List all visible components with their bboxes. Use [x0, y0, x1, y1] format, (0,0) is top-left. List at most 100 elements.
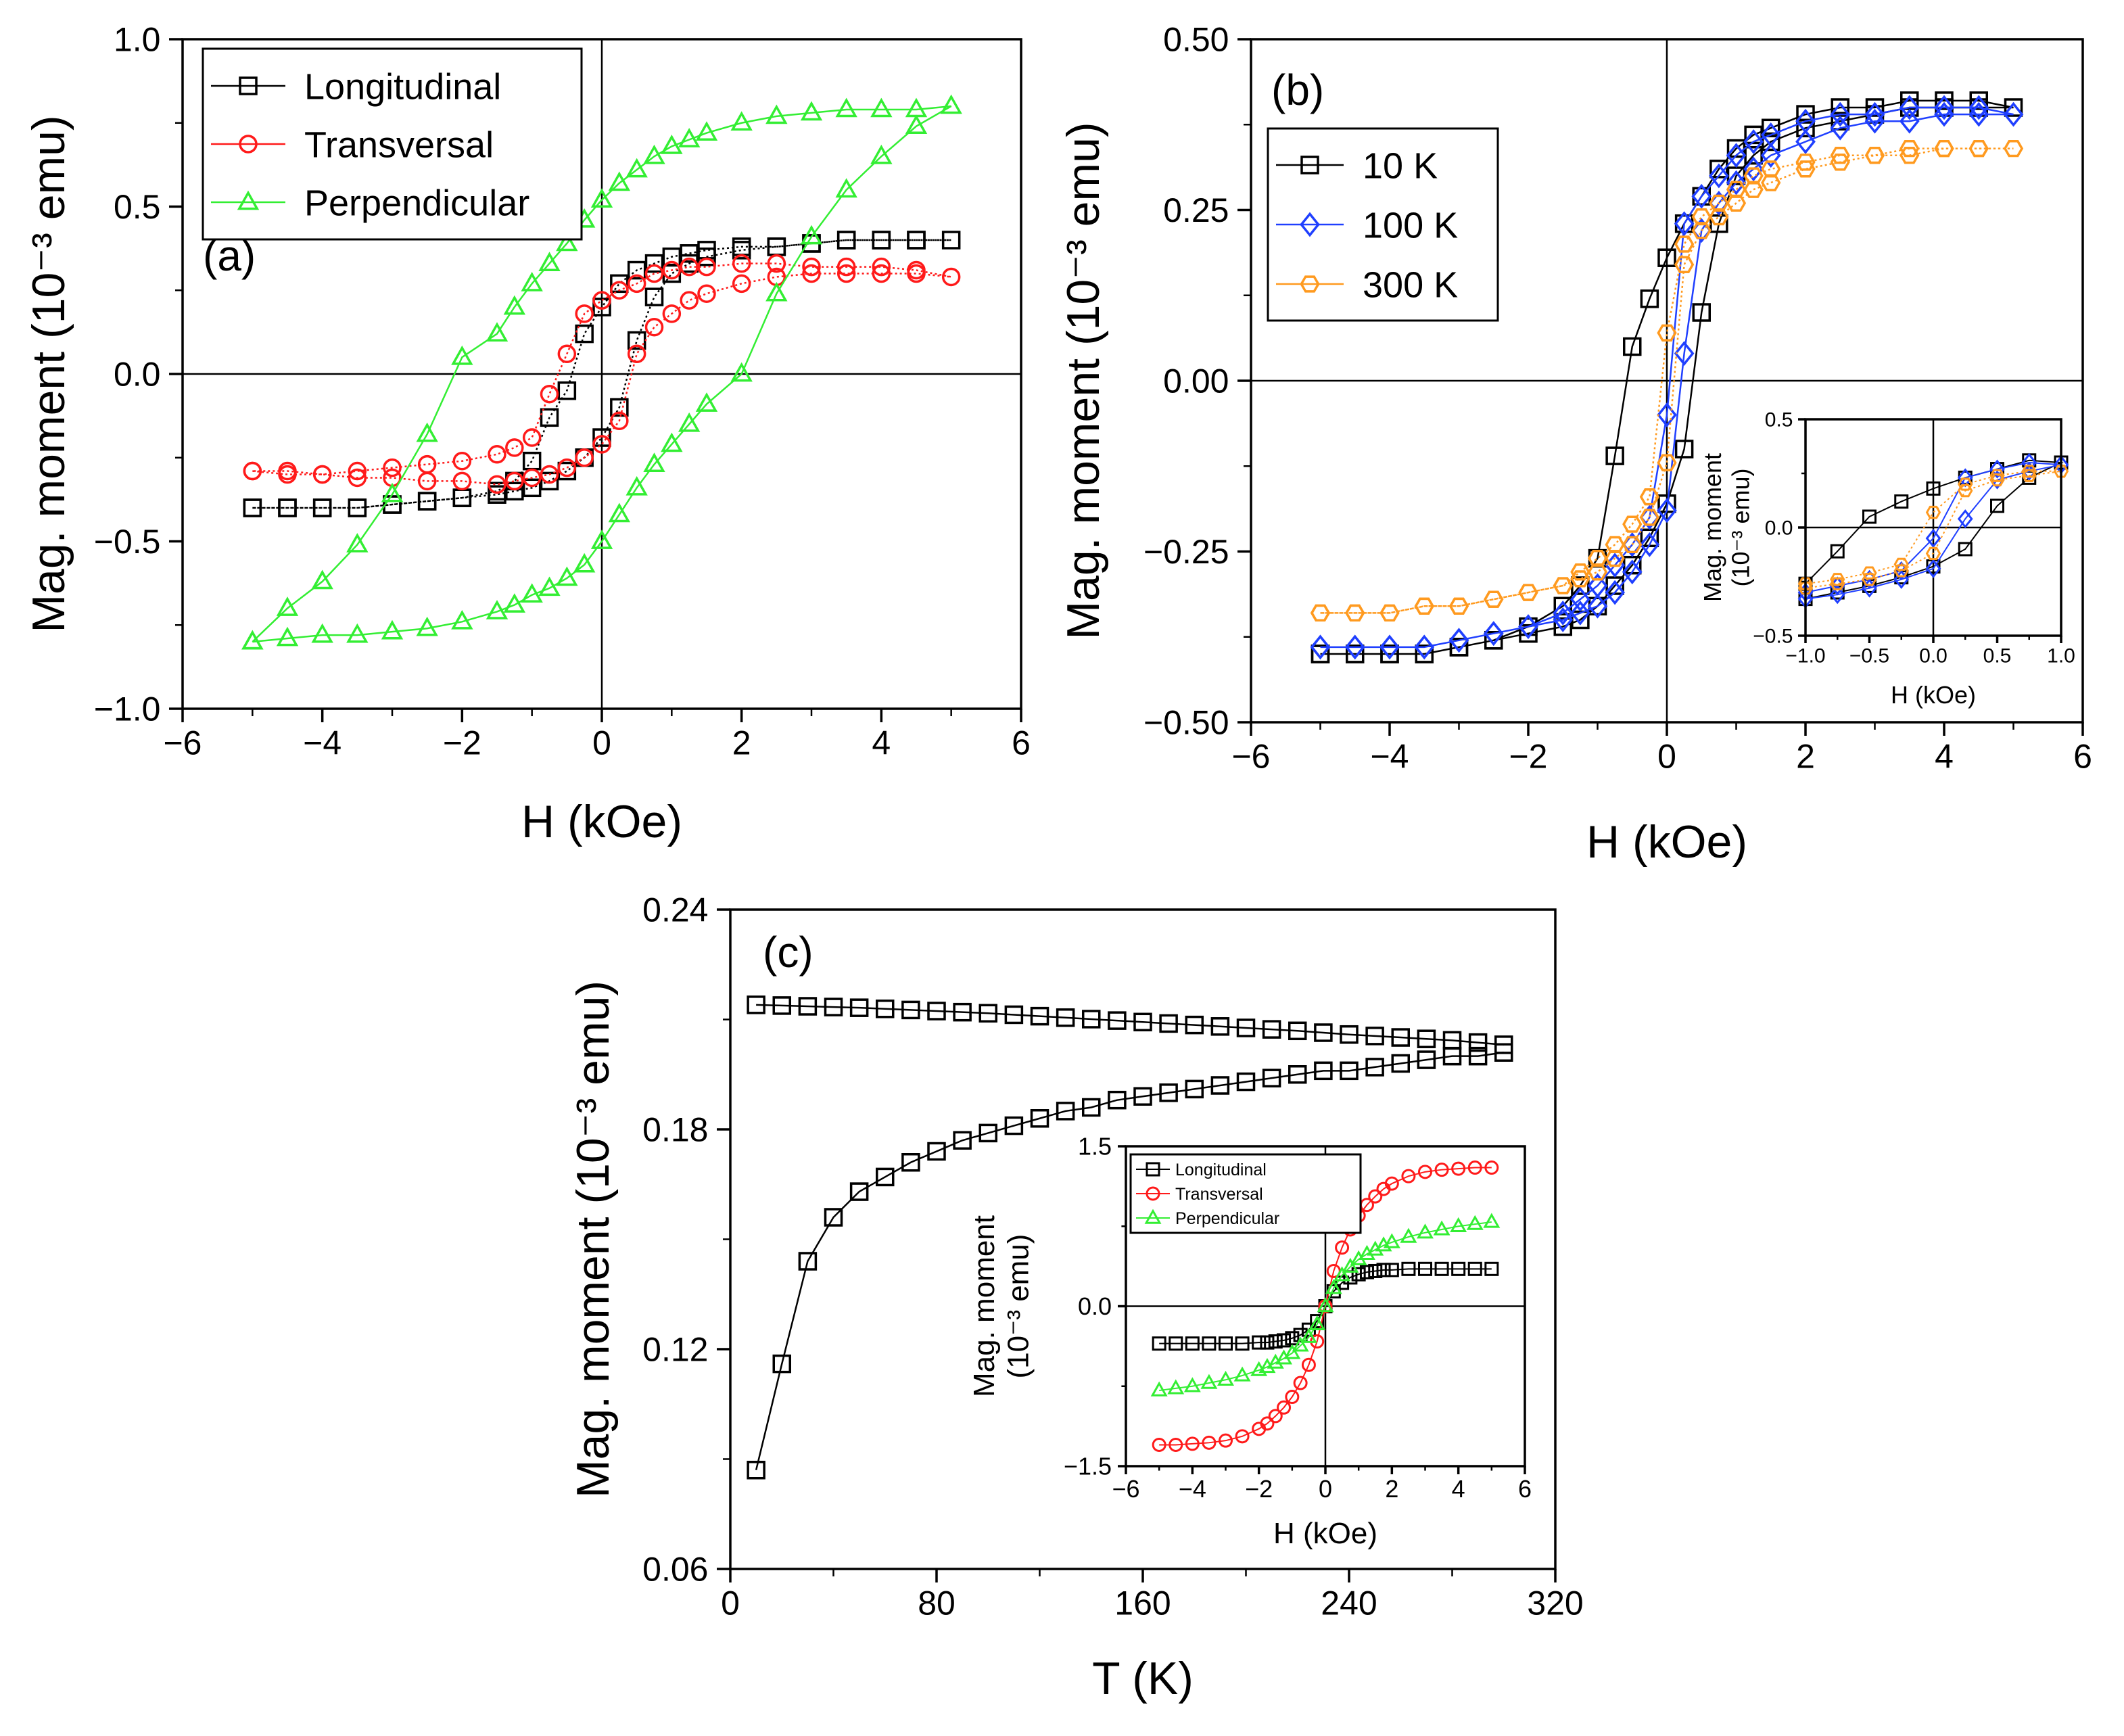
data-point — [1340, 1025, 1359, 1044]
data-point — [1483, 621, 1504, 647]
x-axis-label: H (kOe) — [1586, 816, 1747, 868]
data-point — [1236, 1018, 1256, 1037]
legend-marker — [1146, 1186, 1160, 1201]
data-point — [644, 264, 664, 283]
data-point — [1640, 289, 1659, 308]
data-point — [1368, 1189, 1383, 1204]
data-point — [849, 1182, 869, 1201]
series-transversal — [243, 254, 961, 494]
data-point — [1925, 505, 1941, 519]
data-point — [1587, 573, 1608, 599]
data-point — [1108, 1090, 1127, 1110]
data-point — [2053, 465, 2069, 478]
data-point — [1260, 1335, 1275, 1350]
data-point — [824, 1208, 843, 1227]
x-tick-label: 320 — [1527, 1585, 1583, 1622]
data-point — [1450, 1217, 1467, 1232]
legend-item: 10 K — [1276, 145, 1438, 186]
data-point — [661, 432, 683, 452]
data-point — [695, 392, 718, 412]
data-point — [1639, 509, 1659, 526]
data-point — [1293, 1376, 1308, 1390]
data-point — [521, 271, 543, 291]
data-point — [730, 111, 753, 131]
data-point — [1674, 235, 1695, 253]
data-point — [1418, 1165, 1432, 1179]
data-point — [503, 295, 526, 315]
legend-label: 100 K — [1363, 205, 1458, 245]
data-point — [1958, 477, 1973, 491]
y-tick-label: 0.24 — [642, 891, 708, 929]
data-point — [1893, 557, 1909, 571]
data-point — [1657, 402, 1677, 427]
data-point — [1862, 566, 1877, 580]
data-point — [451, 609, 473, 630]
series-perpendicular — [241, 94, 962, 650]
x-tick-label: −6 — [163, 724, 202, 762]
data-point — [503, 593, 526, 613]
data-point — [1325, 1279, 1342, 1294]
data-point — [1346, 644, 1365, 663]
data-point — [627, 344, 646, 364]
data-point — [644, 287, 664, 306]
data-point — [1433, 1220, 1450, 1236]
data-point — [1391, 1028, 1410, 1047]
data-point — [1726, 170, 1747, 195]
data-point — [522, 478, 542, 498]
data-point — [1300, 1328, 1317, 1343]
legend-item: Perpendicular — [1136, 1209, 1279, 1228]
data-point — [1518, 614, 1538, 639]
data-point — [505, 482, 524, 500]
data-point — [927, 1142, 946, 1161]
x-tick-label: 0.0 — [1919, 645, 1948, 667]
data-point — [1415, 644, 1434, 663]
data-point — [1159, 1014, 1178, 1033]
data-point — [538, 576, 561, 596]
data-point — [2021, 469, 2037, 482]
legend: Longitudinal Transversal Perpendicular — [1129, 1153, 1362, 1234]
data-point — [643, 144, 665, 164]
data-point — [907, 260, 926, 280]
legend-item: 100 K — [1276, 205, 1458, 245]
data-point — [697, 284, 716, 303]
panel-label: (c) — [763, 928, 813, 977]
x-tick-label: 6 — [1518, 1475, 1532, 1503]
data-point — [1219, 1433, 1233, 1448]
data-point — [488, 482, 506, 500]
data-point — [1674, 341, 1695, 366]
data-point — [1252, 1335, 1267, 1350]
data-point — [953, 1002, 972, 1022]
data-point — [416, 616, 438, 636]
data-point — [1864, 101, 1885, 127]
data-point — [1935, 91, 1954, 110]
data-point — [1368, 1263, 1383, 1278]
data-point — [1210, 1076, 1230, 1095]
data-point — [590, 530, 613, 549]
data-point — [416, 422, 438, 442]
data-point — [695, 121, 718, 141]
data-point — [1260, 1416, 1275, 1431]
data-point — [575, 324, 594, 344]
data-point — [522, 428, 542, 447]
data-point — [747, 1461, 765, 1480]
data-point — [521, 583, 543, 603]
panel-b: −6 −4 −2 0 2 4 6 −0.50 −0.25 0.00 0.25 0.50 H (kOe) M… — [1058, 21, 2092, 868]
data-point — [1185, 1079, 1204, 1099]
data-point — [1761, 160, 1781, 178]
data-point — [348, 468, 367, 488]
data-point — [1925, 546, 1941, 561]
data-point — [488, 445, 506, 464]
data-point — [730, 362, 753, 382]
data-point — [1310, 604, 1331, 622]
data-point — [1449, 638, 1469, 657]
data-point — [1623, 337, 1642, 356]
data-point — [678, 412, 701, 432]
data-point — [1760, 143, 1781, 168]
data-point — [626, 475, 648, 496]
data-point — [905, 114, 928, 135]
data-point — [1553, 577, 1573, 594]
data-point — [1968, 95, 1989, 120]
data-point — [1262, 1020, 1281, 1039]
data-point — [1934, 139, 1954, 158]
x-axis-label: H (kOe) — [1891, 681, 1976, 709]
